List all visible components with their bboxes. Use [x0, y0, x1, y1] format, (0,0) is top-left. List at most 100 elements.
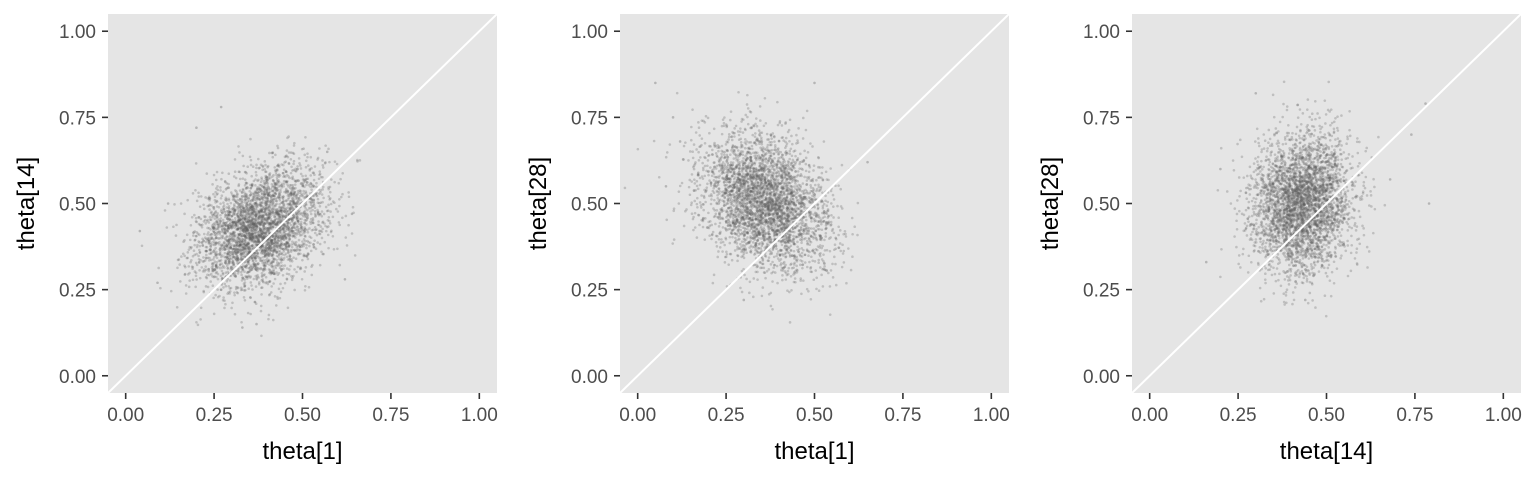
data-point [258, 223, 262, 227]
data-point [256, 221, 260, 225]
data-point [212, 230, 216, 234]
data-point [288, 233, 292, 237]
data-point [280, 206, 284, 210]
data-point [260, 232, 264, 236]
data-point [277, 212, 281, 216]
data-point [684, 141, 687, 144]
data-point [277, 185, 281, 188]
data-point [714, 222, 717, 226]
data-point [197, 258, 201, 261]
data-point [284, 199, 288, 202]
data-point [214, 187, 218, 190]
data-point [227, 186, 231, 190]
data-point [232, 203, 236, 206]
data-point [243, 281, 247, 284]
data-point [302, 238, 306, 241]
data-point [279, 188, 282, 192]
data-point [274, 243, 277, 247]
data-point [268, 227, 272, 230]
data-point [293, 248, 297, 252]
data-point [279, 264, 282, 268]
data-point [735, 242, 739, 245]
data-point [273, 237, 276, 241]
data-point [224, 302, 227, 306]
data-point [821, 166, 824, 169]
data-point [244, 186, 248, 190]
data-point [301, 258, 304, 262]
data-point [292, 144, 296, 147]
data-point [245, 194, 249, 197]
data-point [254, 218, 257, 221]
data-point [218, 231, 221, 234]
data-point [322, 212, 326, 216]
data-point [280, 257, 283, 261]
data-point [257, 203, 261, 207]
data-point [311, 263, 314, 267]
data-point [282, 234, 286, 238]
data-point [255, 241, 258, 244]
data-point [313, 165, 317, 168]
data-point [214, 264, 218, 268]
data-point [208, 252, 211, 256]
data-point [195, 199, 199, 203]
data-point [270, 242, 274, 245]
data-point [228, 290, 232, 293]
data-point [260, 209, 264, 213]
data-point [243, 235, 247, 238]
data-point [259, 304, 263, 308]
data-point [257, 267, 261, 271]
data-point [248, 216, 252, 219]
data-point [269, 244, 272, 247]
data-point [198, 244, 202, 248]
data-point [213, 233, 217, 237]
data-point [215, 193, 219, 196]
data-point [271, 151, 274, 155]
data-point [271, 249, 275, 252]
data-point [254, 213, 257, 217]
data-point [199, 306, 203, 310]
data-point [251, 226, 255, 229]
data-point [266, 216, 269, 220]
data-point [221, 248, 224, 251]
data-point [223, 179, 227, 183]
data-point [244, 195, 247, 199]
data-point [253, 191, 256, 194]
data-point [259, 183, 263, 187]
data-point [268, 206, 271, 209]
data-point [291, 229, 294, 233]
data-point [236, 224, 239, 227]
data-point [222, 246, 226, 250]
data-point [240, 251, 244, 255]
data-point [815, 276, 819, 280]
data-point [249, 268, 252, 272]
data-point [250, 185, 254, 188]
data-point [261, 198, 265, 202]
data-point [280, 227, 283, 230]
data-point [258, 229, 262, 233]
data-point [298, 217, 301, 221]
data-point [202, 256, 205, 259]
data-point [255, 166, 258, 170]
y-tick-label: 1.00 [59, 22, 96, 43]
data-point [233, 208, 237, 211]
data-point [264, 204, 267, 208]
data-point [197, 216, 201, 219]
data-point [274, 266, 278, 270]
data-point [280, 235, 283, 239]
data-point [250, 213, 254, 216]
data-point [271, 264, 274, 268]
data-point [814, 269, 817, 272]
data-point [225, 262, 228, 266]
data-point [286, 306, 290, 310]
data-point [216, 253, 220, 256]
data-point [259, 220, 263, 224]
data-point [257, 239, 261, 243]
data-point [271, 151, 275, 154]
data-point [216, 230, 220, 234]
data-point [294, 169, 298, 173]
data-point [308, 169, 311, 172]
data-point [294, 249, 297, 253]
data-point [285, 209, 289, 213]
data-point [246, 203, 250, 207]
data-point [277, 194, 281, 197]
